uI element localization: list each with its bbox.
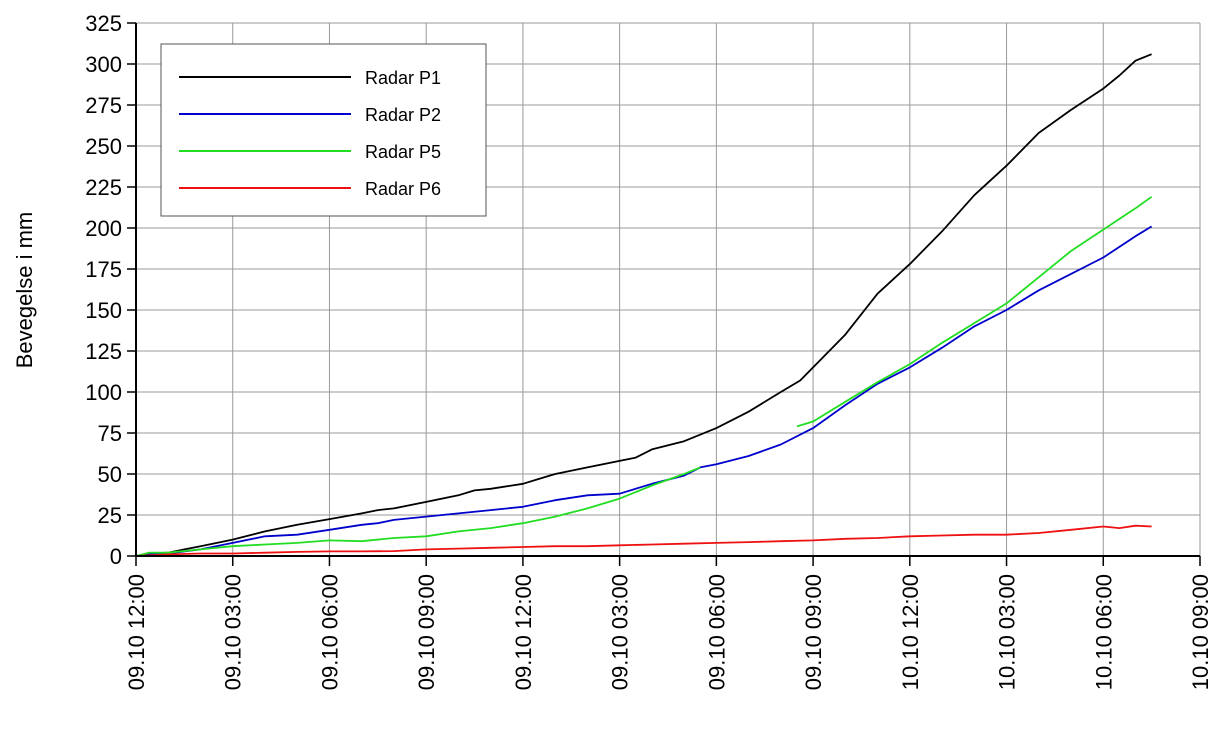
x-tick-label: 10.10 12:00 xyxy=(898,574,923,690)
axes xyxy=(135,23,1200,557)
x-tick-label: 09.10 03:00 xyxy=(221,574,246,690)
y-tick-label: 200 xyxy=(85,216,122,241)
y-tick-label: 175 xyxy=(85,257,122,282)
y-tick-label: 50 xyxy=(98,462,122,487)
x-tick-label: 10.10 09:00 xyxy=(1188,574,1213,690)
series-line xyxy=(135,225,1153,557)
y-tick-label: 100 xyxy=(85,380,122,405)
y-tick-label: 0 xyxy=(110,544,122,569)
y-tick-label: 300 xyxy=(85,52,122,77)
series-line xyxy=(135,524,1152,557)
x-tick-label: 09.10 03:00 xyxy=(608,574,633,690)
series-line xyxy=(135,53,1152,557)
x-tick-label: 09.10 12:00 xyxy=(511,574,536,690)
y-tick-label: 150 xyxy=(85,298,122,323)
y-tick-label: 25 xyxy=(98,503,122,528)
legend-entry: Radar P2 xyxy=(365,105,441,125)
series-radar-p5 xyxy=(135,196,1153,557)
x-tick-label: 09.10 06:00 xyxy=(704,574,729,690)
y-tick-label: 275 xyxy=(85,93,122,118)
legend-entry: Radar P6 xyxy=(365,179,441,199)
series-radar-p2 xyxy=(135,225,1153,557)
series-radar-p6 xyxy=(135,524,1152,557)
legend-entry: Radar P5 xyxy=(365,142,441,162)
series-line xyxy=(135,466,701,557)
y-tick-label: 325 xyxy=(85,11,122,36)
y-axis-label: Bevegelse i mm xyxy=(12,212,37,369)
x-tick-label: 09.10 09:00 xyxy=(801,574,826,690)
x-tick-label: 09.10 12:00 xyxy=(124,574,149,690)
x-tick-label: 09.10 09:00 xyxy=(414,574,439,690)
series-radar-p1 xyxy=(135,53,1152,557)
axis-ticks xyxy=(127,22,1201,566)
y-tick-labels: 0 25 50 75 100 125 150 175 200 225 250 275 300 325 xyxy=(85,11,122,569)
y-tick-label: 125 xyxy=(85,339,122,364)
legend: Radar P1 Radar P2 Radar P5 Radar P6 xyxy=(160,43,487,217)
y-tick-label: 250 xyxy=(85,134,122,159)
legend-entry: Radar P1 xyxy=(365,68,441,88)
x-tick-label: 10.10 06:00 xyxy=(1091,574,1116,690)
y-tick-label: 75 xyxy=(98,421,122,446)
x-tick-label: 09.10 06:00 xyxy=(317,574,342,690)
series-line xyxy=(796,196,1153,428)
y-tick-label: 225 xyxy=(85,175,122,200)
plot-series xyxy=(135,53,1153,557)
x-tick-labels: 09.10 12:00 09.10 03:00 09.10 06:00 09.10 0… xyxy=(124,574,1213,690)
x-tick-label: 10.10 03:00 xyxy=(995,574,1020,690)
